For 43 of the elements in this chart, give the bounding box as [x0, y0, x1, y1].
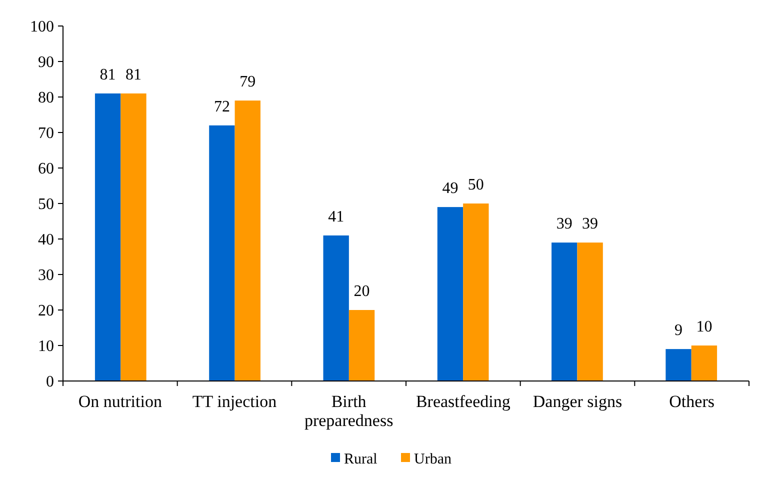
bar	[120, 93, 146, 381]
data-label: 81	[125, 66, 142, 84]
bar	[577, 242, 603, 381]
data-label: 39	[556, 216, 572, 233]
y-tick-label: 60	[38, 160, 54, 178]
y-tick-label: 70	[38, 125, 54, 142]
x-tick-label: Birth preparedness	[304, 392, 394, 430]
bar	[552, 242, 578, 381]
data-label: 72	[214, 98, 230, 116]
data-label: 49	[442, 180, 458, 198]
y-tick-label: 40	[38, 232, 54, 249]
data-label: 9	[674, 322, 683, 340]
data-label: 79	[240, 74, 256, 91]
legend-label: Rural	[344, 452, 378, 468]
x-tick-label: Breastfeeding	[416, 392, 511, 411]
y-tick-label: 30	[38, 267, 54, 284]
data-label: 10	[696, 318, 712, 336]
y-tick-label: 80	[38, 90, 54, 107]
y-tick-label: 90	[38, 54, 54, 72]
bar	[234, 100, 260, 381]
x-tick-label: On nutrition	[78, 392, 162, 411]
bar	[437, 207, 464, 381]
data-label: 20	[354, 283, 370, 300]
bar	[691, 346, 718, 381]
y-tick-label: 20	[38, 302, 54, 320]
data-label: 39	[582, 216, 598, 233]
x-tick-label: TT injection	[192, 392, 278, 411]
data-label: 41	[328, 208, 344, 226]
legend-label: Urban	[414, 452, 452, 468]
data-label: 50	[468, 176, 484, 194]
x-tick-label: Others	[669, 392, 714, 411]
data-label: 81	[100, 66, 116, 84]
x-tick-label: Danger signs	[532, 392, 622, 411]
y-tick-label: 50	[38, 196, 54, 214]
bar	[209, 125, 235, 381]
y-tick-label: 100	[30, 18, 54, 36]
bar	[666, 349, 692, 381]
y-tick-label: 10	[38, 338, 54, 356]
bar	[463, 204, 489, 381]
y-tick-label: 0	[46, 374, 54, 391]
bar	[94, 93, 121, 381]
bar	[323, 235, 349, 381]
bar	[348, 310, 375, 381]
